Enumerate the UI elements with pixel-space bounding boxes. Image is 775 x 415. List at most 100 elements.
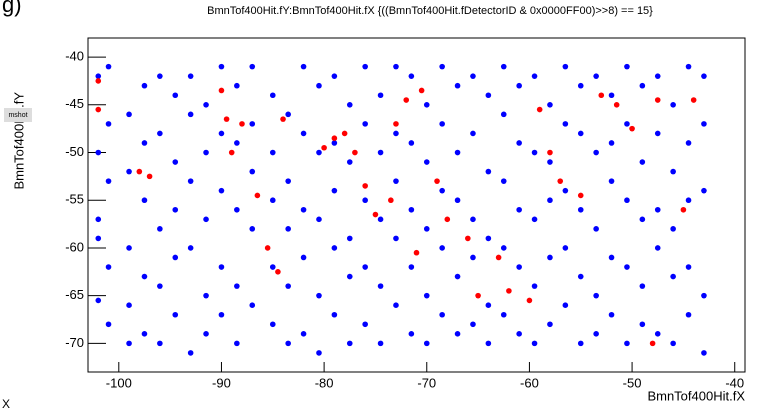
point <box>547 321 553 328</box>
point <box>157 340 163 347</box>
point <box>126 168 132 175</box>
point <box>454 82 461 89</box>
point <box>285 226 291 232</box>
point <box>608 311 615 318</box>
point <box>346 340 353 347</box>
point <box>465 235 471 242</box>
point <box>670 273 676 280</box>
point <box>470 216 476 223</box>
point <box>500 178 507 184</box>
point <box>218 187 225 194</box>
point <box>408 206 415 213</box>
point <box>249 302 256 309</box>
point <box>341 130 348 137</box>
point <box>254 192 261 199</box>
point <box>393 178 399 184</box>
x-tick-label: -40 <box>725 375 744 390</box>
point <box>203 216 209 223</box>
point <box>577 273 584 280</box>
point <box>218 311 225 318</box>
point <box>331 245 338 251</box>
point <box>300 331 307 337</box>
point <box>126 245 132 251</box>
point <box>377 92 384 99</box>
point <box>439 187 445 194</box>
point <box>562 302 569 309</box>
point <box>172 206 179 213</box>
point <box>470 321 476 328</box>
point <box>203 102 209 108</box>
point <box>680 206 687 213</box>
point <box>95 73 102 79</box>
point <box>403 97 410 103</box>
point <box>408 73 415 79</box>
point <box>531 340 538 347</box>
point <box>187 178 194 184</box>
point <box>95 235 102 242</box>
point <box>470 254 476 261</box>
x-tick-label: -50 <box>623 375 642 390</box>
point <box>577 130 584 137</box>
point <box>685 197 692 204</box>
point <box>362 63 368 70</box>
cut-label: X <box>2 397 10 411</box>
y-tick-label: -50 <box>65 144 84 159</box>
x-tick-label: -70 <box>417 375 436 390</box>
point <box>346 273 353 280</box>
point <box>285 111 291 118</box>
point <box>203 149 209 156</box>
point <box>577 82 584 89</box>
point <box>485 235 492 242</box>
point <box>362 197 368 204</box>
point <box>331 311 338 318</box>
y-tick-label: -45 <box>65 96 84 111</box>
point <box>649 340 656 347</box>
point <box>285 340 291 347</box>
point <box>654 73 661 79</box>
x-tick-label: -80 <box>315 375 334 390</box>
point <box>690 97 697 103</box>
point <box>639 283 646 289</box>
point <box>536 106 543 113</box>
point <box>172 254 179 261</box>
point <box>639 159 646 165</box>
point <box>516 206 522 213</box>
point <box>577 340 584 347</box>
point <box>300 130 307 137</box>
point <box>126 111 132 118</box>
point <box>531 149 538 156</box>
point <box>249 226 256 232</box>
point <box>280 116 286 122</box>
point <box>269 92 276 99</box>
point <box>562 63 569 70</box>
point <box>423 159 430 165</box>
point <box>346 159 353 165</box>
point <box>485 302 492 309</box>
point <box>562 121 569 127</box>
point <box>624 197 630 204</box>
point <box>157 283 163 289</box>
point <box>346 235 353 242</box>
point <box>393 121 399 127</box>
point <box>172 311 179 318</box>
point <box>393 63 399 70</box>
y-tick-label: -60 <box>65 239 84 254</box>
point <box>285 283 291 289</box>
point <box>547 149 553 156</box>
point <box>408 264 415 270</box>
point <box>577 192 584 199</box>
point <box>654 206 661 213</box>
point <box>547 159 553 165</box>
point <box>141 331 148 337</box>
point <box>423 226 430 232</box>
point <box>136 168 143 175</box>
point <box>500 63 507 70</box>
point <box>485 168 492 175</box>
y-tick-label: -65 <box>65 287 84 302</box>
point <box>454 149 461 156</box>
point <box>506 288 512 294</box>
point <box>187 245 194 251</box>
point <box>685 63 692 70</box>
point <box>577 206 584 213</box>
